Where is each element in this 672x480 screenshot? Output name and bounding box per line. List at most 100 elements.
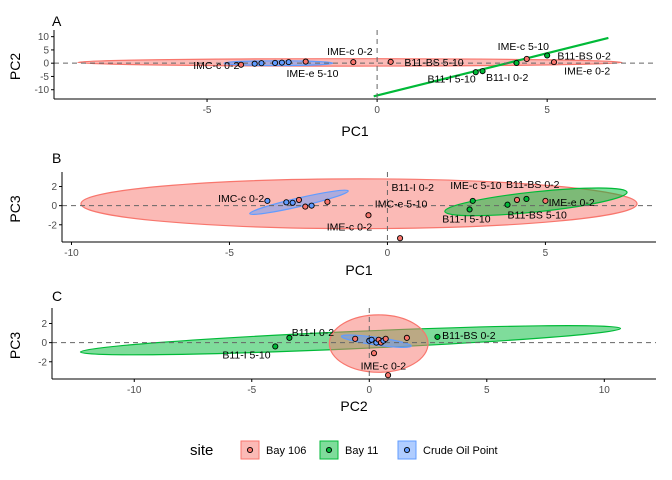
x-tick-label: -5 bbox=[247, 385, 256, 396]
y-axis-title: PC2 bbox=[7, 53, 23, 80]
point-bay-106 bbox=[238, 61, 245, 68]
point-crude-oil-point bbox=[308, 202, 315, 209]
y-tick-label: 2 bbox=[51, 182, 57, 193]
y-tick-label: 2 bbox=[41, 319, 47, 330]
x-tick-label: 10 bbox=[599, 385, 611, 396]
legend-key-point bbox=[246, 446, 254, 454]
x-tick-label: 0 bbox=[366, 385, 372, 396]
panel-b: B IMC-c 0-2 B11-I 0-2 IME-c 5-10 B11-BS 0-2 I… bbox=[7, 150, 656, 278]
point-bay-106 bbox=[302, 203, 309, 210]
point-bay-106 bbox=[550, 59, 558, 66]
point-bay-11 bbox=[479, 68, 486, 75]
point-crude-oil-point bbox=[264, 197, 271, 204]
point-label: B11-I 0-2 bbox=[486, 72, 529, 84]
point-label: B11-BS 0-2 bbox=[442, 330, 496, 342]
point-crude-oil-point bbox=[368, 336, 375, 343]
panel-tag: A bbox=[52, 13, 62, 29]
legend-item-bay-106: Bay 106 bbox=[240, 440, 306, 460]
y-tick-label: -5 bbox=[40, 72, 49, 83]
point-label: IME-e 5-10 bbox=[287, 68, 339, 80]
legend-label: Crude Oil Point bbox=[423, 445, 498, 457]
point-bay-106 bbox=[295, 196, 303, 203]
y-axis-title: PC3 bbox=[7, 195, 23, 222]
point-crude-oil-point bbox=[272, 59, 279, 66]
point-bay-106 bbox=[365, 212, 372, 219]
point-label: IME-c 0-2 bbox=[327, 46, 373, 58]
point-crude-oil-point bbox=[283, 199, 290, 206]
legend-key-point bbox=[325, 446, 333, 454]
point-bay-11 bbox=[504, 201, 511, 208]
point-bay-106 bbox=[403, 334, 410, 341]
point-bay-11 bbox=[272, 343, 279, 350]
y-axis-title: PC3 bbox=[7, 332, 23, 359]
legend-label: Bay 11 bbox=[345, 445, 378, 457]
point-bay-11 bbox=[513, 59, 520, 66]
point-crude-oil-point bbox=[285, 59, 292, 66]
plot-area bbox=[54, 30, 656, 99]
point-crude-oil-point bbox=[251, 60, 258, 67]
point-bay-106 bbox=[352, 335, 359, 342]
panel-c: C B11-I 0-2 B11-I 5-10 B11-BS 0-2 IME-c 0-2 -… bbox=[7, 288, 656, 414]
y-tick-label: -2 bbox=[48, 220, 57, 231]
point-bay-11 bbox=[286, 334, 293, 341]
point-bay-11 bbox=[523, 195, 530, 203]
y-tick-label: 0 bbox=[43, 59, 49, 70]
panel-tag: B bbox=[52, 150, 61, 166]
x-axis-title: PC1 bbox=[341, 123, 368, 139]
panels-group: A IMC-c 0-2 IME-c 0-2 IME-e 5-10 B11-BS 5-10… bbox=[7, 13, 656, 414]
point-bay-106 bbox=[385, 372, 392, 379]
point-bay-106 bbox=[324, 198, 331, 205]
legend-label: Bay 106 bbox=[266, 445, 306, 457]
x-tick-label: 5 bbox=[543, 248, 549, 259]
plot-area bbox=[52, 308, 656, 379]
point-bay-106 bbox=[397, 235, 404, 242]
ellipse-bay-106 bbox=[80, 178, 638, 230]
plot-area bbox=[62, 172, 656, 242]
point-label: IMC-c 0-2 bbox=[218, 193, 264, 205]
y-tick-label: 10 bbox=[38, 32, 50, 43]
point-label: IME-c 0-2 bbox=[327, 222, 373, 234]
point-label: IME-e 0-2 bbox=[564, 65, 610, 77]
point-label: IME-c 0-2 bbox=[361, 361, 407, 373]
legend: site Bay 106 Bay 11 Crude Oil Point bbox=[190, 440, 498, 460]
point-label: IMC-c 0-2 bbox=[193, 60, 239, 72]
point-bay-106 bbox=[370, 350, 378, 357]
y-tick-label: 5 bbox=[43, 45, 49, 56]
x-tick-label: -5 bbox=[225, 248, 234, 259]
point-bay-106 bbox=[350, 59, 357, 66]
point-label: B11-BS 0-2 bbox=[557, 50, 611, 62]
point-bay-11 bbox=[544, 52, 551, 59]
panel-tag: C bbox=[52, 288, 62, 304]
point-bay-11 bbox=[466, 206, 473, 213]
point-label: B11-I 0-2 bbox=[292, 327, 335, 339]
y-tick-label: -2 bbox=[38, 357, 47, 368]
point-label: IME-c 5-10 bbox=[450, 180, 502, 192]
point-crude-oil-point bbox=[278, 59, 285, 66]
point-bay-11 bbox=[434, 333, 441, 340]
x-axis-title: PC2 bbox=[340, 398, 367, 414]
ellipse-bay-11 bbox=[444, 187, 628, 217]
x-tick-label: -5 bbox=[203, 105, 212, 116]
y-tick-label: -10 bbox=[35, 85, 50, 96]
ellipse-line-bay-11 bbox=[373, 36, 609, 98]
x-tick-label: 0 bbox=[385, 248, 391, 259]
point-label: B11-BS 5-10 bbox=[404, 57, 463, 69]
point-label: B11-I 5-10 bbox=[222, 349, 270, 361]
x-tick-label: -10 bbox=[64, 248, 79, 259]
point-crude-oil-point bbox=[289, 199, 296, 206]
x-axis-title: PC1 bbox=[345, 262, 372, 278]
x-tick-label: 5 bbox=[544, 105, 550, 116]
y-tick-label: 0 bbox=[41, 338, 47, 349]
ellipse-bay-106 bbox=[77, 58, 623, 67]
point-label: B11-I 5-10 bbox=[442, 213, 490, 225]
x-tick-label: 5 bbox=[484, 385, 490, 396]
point-label: IME-c 5-10 bbox=[498, 41, 550, 53]
legend-item-crude-oil-point: Crude Oil Point bbox=[397, 440, 498, 460]
point-bay-106 bbox=[302, 58, 309, 65]
point-bay-106 bbox=[387, 58, 394, 65]
panel-a: A IMC-c 0-2 IME-c 0-2 IME-e 5-10 B11-BS 5-10… bbox=[7, 13, 656, 139]
legend-items: Bay 106 Bay 11 Crude Oil Point bbox=[240, 440, 498, 460]
legend-key-point bbox=[403, 446, 411, 454]
point-bay-106 bbox=[542, 197, 549, 204]
